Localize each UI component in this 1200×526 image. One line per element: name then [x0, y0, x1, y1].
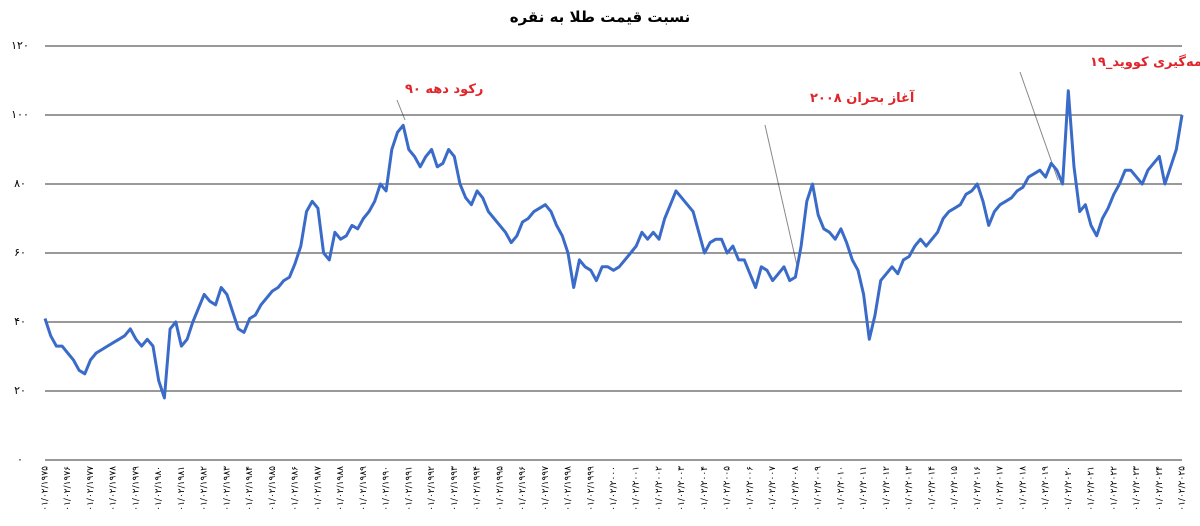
x-tick-label: ۰۱/۰۲/۲۰۰۴ [700, 466, 710, 511]
x-tick-label: ۰۱/۰۲/۱۹۹۴ [473, 466, 483, 511]
x-tick-label: ۰۱/۰۲/۱۹۸۷ [313, 466, 323, 511]
x-tick-label: ۰۱/۰۲/۲۰۱۲ [882, 466, 892, 511]
x-tick-label: ۰۱/۰۲/۱۹۹۱ [404, 466, 414, 511]
x-tick-label: ۰۱/۰۲/۲۰۰۵ [723, 466, 733, 511]
x-tick-label: ۰۱/۰۲/۱۹۸۹ [359, 466, 369, 511]
y-tick-label: ۶۰ [14, 246, 26, 259]
x-tick-label: ۰۱/۰۲/۲۰۲۲ [1109, 466, 1119, 511]
y-tick-label: ۴۰ [14, 315, 26, 328]
x-tick-label: ۰۱/۰۲/۲۰۱۳ [905, 466, 915, 511]
x-tick-label: ۰۱/۰۲/۱۹۸۳ [222, 466, 232, 511]
line [43, 89, 1184, 400]
x-tick-label: ۰۱/۰۲/۲۰۰۰ [609, 466, 619, 511]
x-tick-label: ۰۱/۰۲/۲۰۰۸ [791, 466, 801, 511]
y-tick-label: ۰ [17, 453, 23, 466]
x-tick-label: ۰۱/۰۲/۱۹۷۸ [109, 466, 119, 511]
x-tick-label: ۰۱/۰۲/۲۰۱۸ [1018, 466, 1028, 511]
x-tick-label: ۰۱/۰۲/۱۹۷۶ [63, 466, 73, 511]
y-tick-label: ۱۰۰ [11, 108, 29, 121]
x-tick-label: ۰۱/۰۲/۲۰۲۰ [1064, 466, 1074, 511]
x-tick-label: ۰۱/۰۲/۱۹۹۶ [518, 466, 528, 511]
x-tick-label: ۰۱/۰۲/۱۹۸۶ [291, 466, 301, 511]
x-tick-label: ۰۱/۰۲/۲۰۰۳ [677, 466, 687, 511]
y-tick-label: ۸۰ [14, 177, 26, 190]
annotation: آغاز همه‌گیری کووید_۱۹ [1090, 53, 1200, 70]
y-tick-label: ۲۰ [14, 384, 26, 397]
x-tick-label: ۰۱/۰۲/۱۹۹۷ [541, 466, 551, 511]
x-tick-label: ۰۱/۰۲/۲۰۰۱ [632, 466, 642, 511]
x-tick-label: ۰۱/۰۲/۲۰۱۴ [927, 466, 937, 511]
x-tick-label: ۰۱/۰۲/۲۰۰۶ [745, 466, 755, 511]
x-tick-label: ۰۱/۰۲/۱۹۸۰ [154, 466, 164, 511]
annotation-arrow [764, 124, 799, 271]
x-tick-label: ۰۱/۰۲/۲۰۰۲ [654, 466, 664, 511]
chart-title: نسبت قیمت طلا به نقره [510, 8, 691, 26]
x-tick-label: ۰۱/۰۲/۲۰۱۰ [836, 466, 846, 511]
x-tick-label: ۰۱/۰۲/۱۹۷۵ [41, 466, 51, 511]
x-tick-label: ۰۱/۰۲/۱۹۸۸ [336, 466, 346, 511]
x-tick-label: ۰۱/۰۲/۱۹۹۵ [495, 466, 505, 511]
x-tick-label: ۰۱/۰۲/۲۰۱۷ [996, 466, 1006, 511]
x-tick-label: ۰۱/۰۲/۱۹۹۹ [586, 466, 596, 511]
x-tick-label: ۰۱/۰۲/۲۰۲۴ [1155, 466, 1165, 511]
annotation: آغاز بحران ۲۰۰۸ [810, 89, 915, 106]
x-tick-label: ۰۱/۰۲/۲۰۰۹ [814, 466, 824, 511]
x-tick-label: ۰۱/۰۲/۱۹۹۰ [382, 466, 392, 511]
x-tick-label: ۰۱/۰۲/۱۹۸۴ [245, 466, 255, 511]
y-tick-label: ۱۲۰ [11, 39, 29, 52]
x-tick-label: ۰۱/۰۲/۲۰۱۹ [1041, 466, 1051, 511]
x-tick-label: ۰۱/۰۲/۲۰۰۷ [768, 466, 778, 511]
annotation: رکود دهه ۹۰ [405, 82, 483, 97]
x-tick-label: ۰۱/۰۲/۱۹۸۵ [268, 466, 278, 511]
x-tick-label: ۰۱/۰۲/۲۰۱۶ [973, 466, 983, 511]
x-tick-label: ۰۱/۰۲/۲۰۱۵ [950, 466, 960, 511]
x-tick-label: ۰۱/۰۲/۱۹۹۸ [564, 466, 574, 511]
x-tick-label: ۰۱/۰۲/۱۹۹۳ [450, 466, 460, 511]
annotation-arrow [396, 99, 406, 121]
x-tick-label: ۰۱/۰۲/۲۰۲۵ [1178, 466, 1188, 511]
x-tick-label: ۰۱/۰۲/۱۹۷۹ [131, 466, 141, 511]
x-tick-label: ۰۱/۰۲/۱۹۸۲ [200, 466, 210, 511]
x-tick-label: ۰۱/۰۲/۱۹۷۷ [86, 466, 96, 511]
x-tick-label: ۰۱/۰۲/۱۹۹۲ [427, 466, 437, 511]
x-tick-label: ۰۱/۰۲/۲۰۲۱ [1087, 466, 1097, 511]
x-tick-label: ۰۱/۰۲/۱۹۸۱ [177, 466, 187, 511]
x-tick-label: ۰۱/۰۲/۲۰۱۱ [859, 466, 869, 511]
x-tick-label: ۰۱/۰۲/۲۰۲۳ [1132, 466, 1142, 511]
